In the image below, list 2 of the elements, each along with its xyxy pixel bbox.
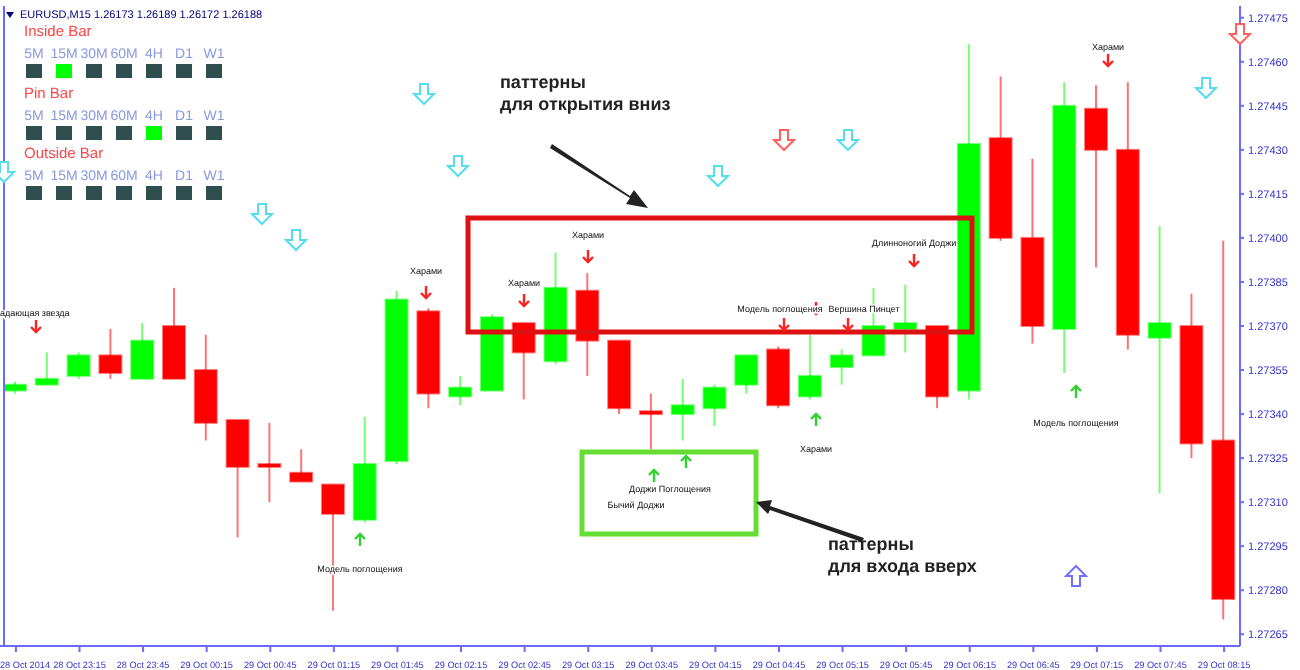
annotation: паттерны для открытия вниз — [500, 72, 672, 114]
annotation: паттерны для входа вверх — [828, 534, 977, 576]
